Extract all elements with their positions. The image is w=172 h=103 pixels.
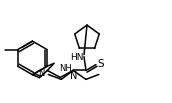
Text: N: N [38, 69, 45, 78]
Text: S: S [98, 59, 104, 69]
Text: NH: NH [59, 64, 72, 73]
Text: N: N [70, 71, 78, 81]
Text: HN: HN [70, 53, 84, 62]
